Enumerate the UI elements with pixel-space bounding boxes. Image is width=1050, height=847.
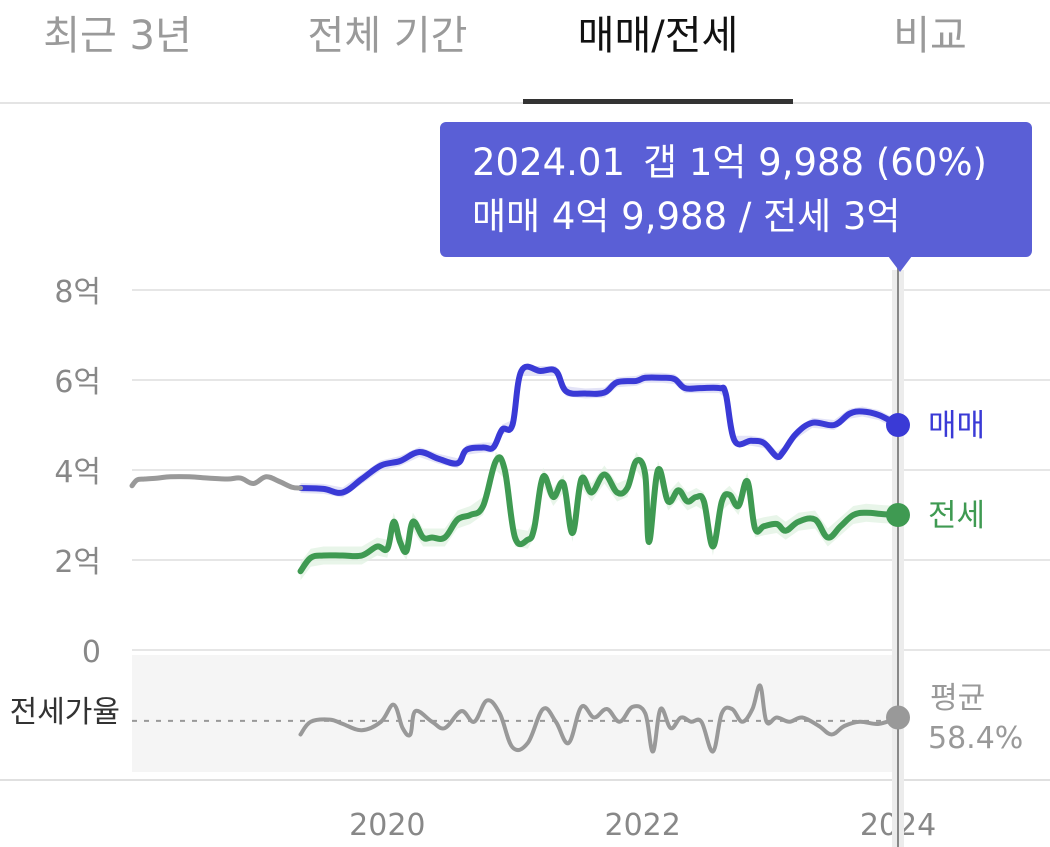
y-tick-label: 0	[82, 635, 101, 670]
tab-sale-jeonse[interactable]: 매매/전세	[523, 0, 793, 104]
y-tick-label: 8억	[54, 275, 101, 310]
jeonse-line	[297, 454, 901, 575]
y-tick-label: 6억	[54, 365, 101, 400]
x-tick-label: 2022	[604, 808, 680, 843]
jeonse-end-dot	[886, 503, 910, 527]
y-tick-label: 2억	[54, 545, 101, 580]
x-tick-label: 2020	[349, 808, 425, 843]
active-tab-underline	[523, 99, 793, 104]
y-tick-label: 4억	[54, 455, 101, 490]
ratio-average-value: 58.4%	[928, 721, 1023, 756]
tooltip-gap: 갭 1억 9,988 (60%)	[643, 141, 987, 184]
history-line	[129, 474, 304, 491]
sale-legend-label: 매매	[928, 408, 985, 444]
tab-recent-3-years[interactable]: 최근 3년	[43, 13, 192, 59]
ratio-end-dot	[886, 705, 910, 730]
tooltip-line-1: 2024.01 갭 1억 9,988 (60%)	[472, 136, 1032, 190]
sale-end-dot	[886, 413, 910, 438]
tab-sale-jeonse-label: 매매/전세	[577, 13, 739, 59]
tab-all-period[interactable]: 전체 기간	[307, 13, 468, 59]
ratio-background	[132, 655, 892, 772]
jeonse-legend-label: 전세	[928, 498, 985, 534]
price-tooltip: 2024.01 갭 1억 9,988 (60%) 매매 4억 9,988 / 전세…	[440, 122, 1032, 257]
tooltip-detail: 매매 4억 9,988 / 전세 3억	[472, 195, 901, 238]
tooltip-arrow	[888, 256, 912, 272]
tooltip-date: 2024.01	[472, 141, 626, 184]
tab-compare[interactable]: 비교	[893, 13, 967, 59]
price-chart[interactable]: 8억6억4억2억0202020222024전세가율매매전세평균58.4%	[0, 104, 1050, 847]
sale-line	[297, 363, 901, 496]
ratio-average-label: 평균	[930, 681, 985, 716]
ratio-line	[298, 683, 900, 754]
period-tabs: 최근 3년 전체 기간 매매/전세 비교	[0, 0, 1050, 104]
ratio-label: 전세가율	[10, 695, 120, 730]
tooltip-line-2: 매매 4억 9,988 / 전세 3억	[472, 190, 1032, 244]
